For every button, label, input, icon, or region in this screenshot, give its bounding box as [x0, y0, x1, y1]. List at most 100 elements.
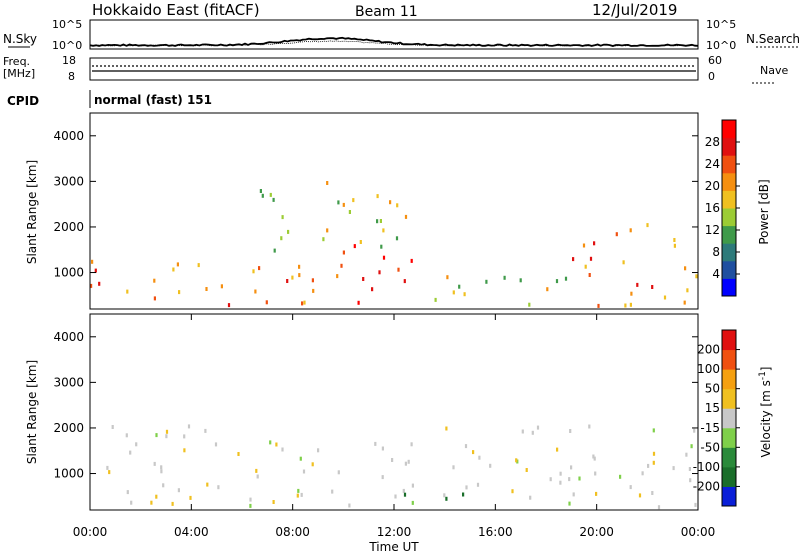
velocity-cell — [403, 492, 407, 497]
power-cell — [588, 273, 591, 277]
power-cell — [340, 263, 343, 268]
power-cell — [546, 287, 549, 292]
velocity-yaxis: 1000 2000 3000 4000 — [53, 330, 698, 481]
power-cell — [258, 266, 261, 271]
power-cell — [153, 296, 156, 301]
velocity-cell — [311, 462, 314, 467]
velocity-cell — [249, 503, 252, 508]
noise-search-trace — [89, 40, 699, 47]
velocity-cell — [391, 458, 394, 462]
power-cell — [291, 275, 294, 280]
velocity-cell — [685, 452, 688, 457]
velocity-cell — [568, 477, 571, 482]
velocity-cell — [592, 454, 595, 459]
cpid-label: CPID — [7, 94, 39, 108]
ytick-label: 1000 — [53, 266, 84, 280]
velocity-cell — [331, 489, 334, 494]
mhz-label: [MHz] — [3, 67, 35, 80]
velocity-cell — [694, 502, 697, 507]
power-cell — [326, 228, 329, 233]
colorbar-tick-label: 24 — [705, 157, 720, 171]
velocity-cell — [126, 490, 129, 495]
velocity-cell — [177, 488, 180, 493]
time-xaxis: 00:00 04:00 08:00 12:00 16:00 20:00 00:00 — [73, 314, 715, 539]
power-cell — [197, 263, 200, 268]
velocity-cell — [171, 501, 174, 506]
power-ylabel: Slant Range [km] — [25, 160, 39, 264]
ytick-label: 4000 — [53, 330, 84, 344]
power-cell — [663, 295, 667, 300]
power-cell — [357, 300, 360, 305]
power-cell — [615, 232, 618, 237]
velocity-cell — [651, 491, 654, 495]
power-panel: 1000 2000 3000 4000 Slant Range [km] 4 8 12 16… — [25, 112, 771, 310]
power-cell — [403, 279, 406, 284]
nsearch-label: N.Search — [746, 32, 800, 46]
power-cell — [397, 267, 400, 272]
colorbar-swatch — [722, 208, 736, 227]
power-cell — [646, 223, 649, 228]
velocity-cell — [570, 465, 573, 470]
velocity-cell — [183, 434, 186, 439]
colorbar-swatch — [722, 486, 736, 507]
power-cell — [503, 275, 506, 280]
ytick-label: 2000 — [53, 421, 84, 435]
colorbar-tick-label: 100 — [697, 362, 720, 376]
power-cell — [359, 240, 362, 244]
nsky-tick-top: 10^5 — [52, 18, 82, 31]
power-cell — [684, 266, 687, 271]
velocity-cell — [404, 461, 407, 466]
colorbar-swatch — [722, 225, 736, 244]
velocity-cell — [183, 448, 186, 453]
velocity-cell — [106, 465, 109, 470]
colorbar-tick-label: 4 — [712, 267, 720, 281]
power-cell — [298, 273, 301, 278]
velocity-cell — [160, 469, 163, 474]
velocity-cell — [536, 425, 540, 430]
velocity-cell — [594, 471, 597, 476]
velocity-cell — [525, 468, 528, 472]
power-cell — [252, 269, 255, 274]
colorbar-swatch — [722, 369, 736, 390]
power-cell — [272, 197, 275, 202]
power-cell — [446, 275, 449, 280]
velocity-cell — [296, 493, 299, 498]
noise-sky-trace — [89, 36, 699, 47]
velocity-cell — [511, 489, 514, 494]
power-cell — [584, 264, 587, 269]
velocity-cell — [641, 471, 644, 476]
colorbar-swatch — [722, 466, 736, 487]
power-cell — [98, 281, 101, 286]
velocity-cell — [381, 446, 384, 451]
velocity-cell — [410, 442, 413, 447]
velocity-cell — [381, 475, 384, 480]
velocity-cell — [515, 458, 518, 463]
power-cell — [273, 248, 276, 253]
colorbar-swatch — [722, 120, 736, 139]
velocity-scatter-cells — [106, 424, 697, 510]
colorbar-tick-label: 16 — [705, 201, 720, 215]
colorbar-swatch — [722, 172, 736, 191]
velocity-cell — [489, 463, 492, 468]
power-cell — [153, 278, 156, 283]
velocity-cell — [187, 424, 191, 429]
date-label: 12/Jul/2019 — [592, 1, 677, 19]
power-cell — [205, 287, 208, 291]
power-yaxis: 1000 2000 3000 4000 — [53, 129, 698, 280]
colorbar-tick-label: -50 — [700, 440, 720, 454]
power-cell — [220, 284, 223, 289]
xtick-label: 16:00 — [478, 525, 513, 539]
ytick-label: 2000 — [53, 220, 84, 234]
power-cell — [342, 250, 345, 255]
power-cell — [172, 267, 175, 272]
nave-tick-bottom: 0 — [708, 70, 715, 83]
power-cell — [286, 279, 289, 283]
velocity-cell — [516, 459, 519, 464]
power-cell — [564, 276, 568, 281]
power-cell — [376, 194, 379, 199]
power-cell — [342, 202, 345, 207]
power-cell — [280, 236, 283, 241]
velocity-cell — [465, 485, 468, 490]
ytick-label: 1000 — [53, 467, 84, 481]
